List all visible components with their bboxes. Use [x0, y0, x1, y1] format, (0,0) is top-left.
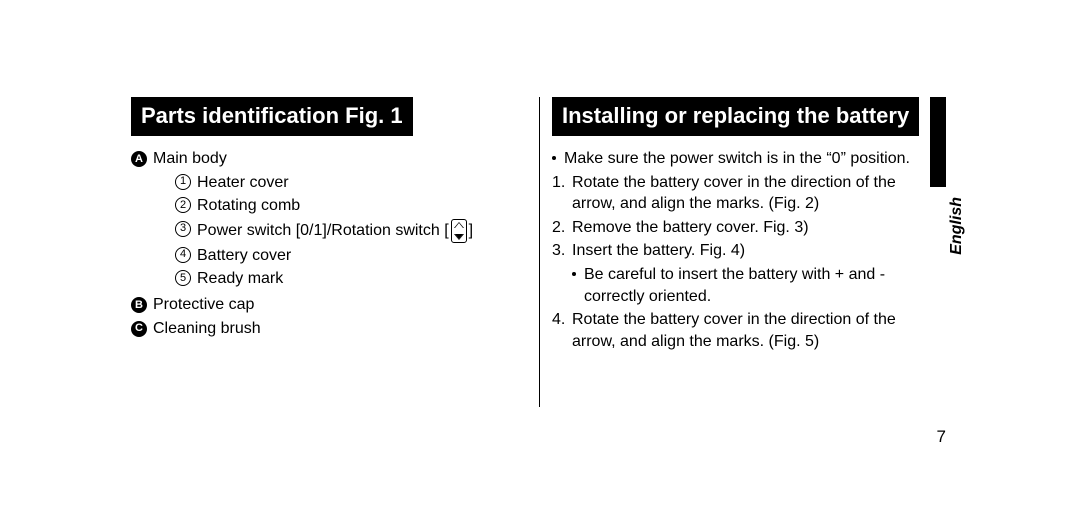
item-label: Rotating comb: [197, 195, 300, 217]
right-column: Installing or replacing the battery Make…: [540, 97, 935, 407]
item-label: Protective cap: [153, 294, 254, 316]
item-label: Ready mark: [197, 268, 283, 290]
item-label: Battery cover: [197, 245, 291, 267]
language-label: English: [948, 197, 966, 255]
battery-body: Make sure the power switch is in the “0”…: [552, 148, 935, 352]
circled-4-icon: 4: [175, 247, 191, 263]
parts-body: A Main body 1 Heater cover 2 Rotati: [131, 148, 529, 339]
letter-b-icon: B: [131, 297, 147, 313]
list-item: Make sure the power switch is in the “0”…: [552, 148, 935, 170]
circled-2-icon: 2: [175, 197, 191, 213]
list-item: B Protective cap: [131, 294, 529, 316]
list-item: 5 Ready mark: [175, 268, 473, 290]
letter-c-icon: C: [131, 321, 147, 337]
list-item: 1 Heater cover: [175, 172, 473, 194]
list-item: 1. Rotate the battery cover in the direc…: [552, 172, 935, 215]
step-number: 3.: [552, 240, 572, 262]
bullet-icon: [552, 156, 556, 160]
step-text: Rotate the battery cover in the directio…: [572, 172, 935, 215]
circled-1-icon: 1: [175, 174, 191, 190]
left-column: Parts identification Fig. 1 A Main body …: [131, 97, 539, 407]
item-label: Power switch [0/1]/Rotation switch []: [197, 219, 473, 243]
list-item: 3 Power switch [0/1]/Rotation switch []: [175, 219, 473, 243]
item-label: Main body: [153, 150, 227, 167]
list-item: 4 Battery cover: [175, 245, 473, 267]
step-number: 2.: [552, 217, 572, 239]
list-item: C Cleaning brush: [131, 318, 529, 340]
step-text: Insert the battery. Fig. 4): [572, 240, 745, 262]
bullet-icon: [572, 272, 576, 276]
list-item: 3. Insert the battery. Fig. 4): [552, 240, 935, 262]
list-item: 2 Rotating comb: [175, 195, 473, 217]
rotation-switch-icon: [451, 219, 467, 243]
intro-text: Make sure the power switch is in the “0”…: [564, 148, 910, 170]
manual-page: English Parts identification Fig. 1 A Ma…: [131, 97, 946, 447]
list-item: 4. Rotate the battery cover in the direc…: [552, 309, 935, 352]
two-column-layout: Parts identification Fig. 1 A Main body …: [131, 97, 946, 407]
parts-heading: Parts identification Fig. 1: [131, 97, 413, 136]
circled-5-icon: 5: [175, 270, 191, 286]
language-tab-bar: [930, 97, 946, 187]
list-item: A Main body 1 Heater cover 2 Rotati: [131, 148, 529, 292]
list-item: 2. Remove the battery cover. Fig. 3): [552, 217, 935, 239]
circled-3-icon: 3: [175, 221, 191, 237]
step-number: 4.: [552, 309, 572, 331]
item-label: Heater cover: [197, 172, 289, 194]
page-number: 7: [937, 427, 946, 447]
step-text: Rotate the battery cover in the directio…: [572, 309, 935, 352]
list-item: Be careful to insert the battery with + …: [572, 264, 935, 307]
sub-bullet-text: Be careful to insert the battery with + …: [584, 264, 935, 307]
step-number: 1.: [552, 172, 572, 194]
letter-a-icon: A: [131, 151, 147, 167]
item-label: Cleaning brush: [153, 318, 261, 340]
battery-heading: Installing or replacing the battery: [552, 97, 919, 136]
step-text: Remove the battery cover. Fig. 3): [572, 217, 809, 239]
